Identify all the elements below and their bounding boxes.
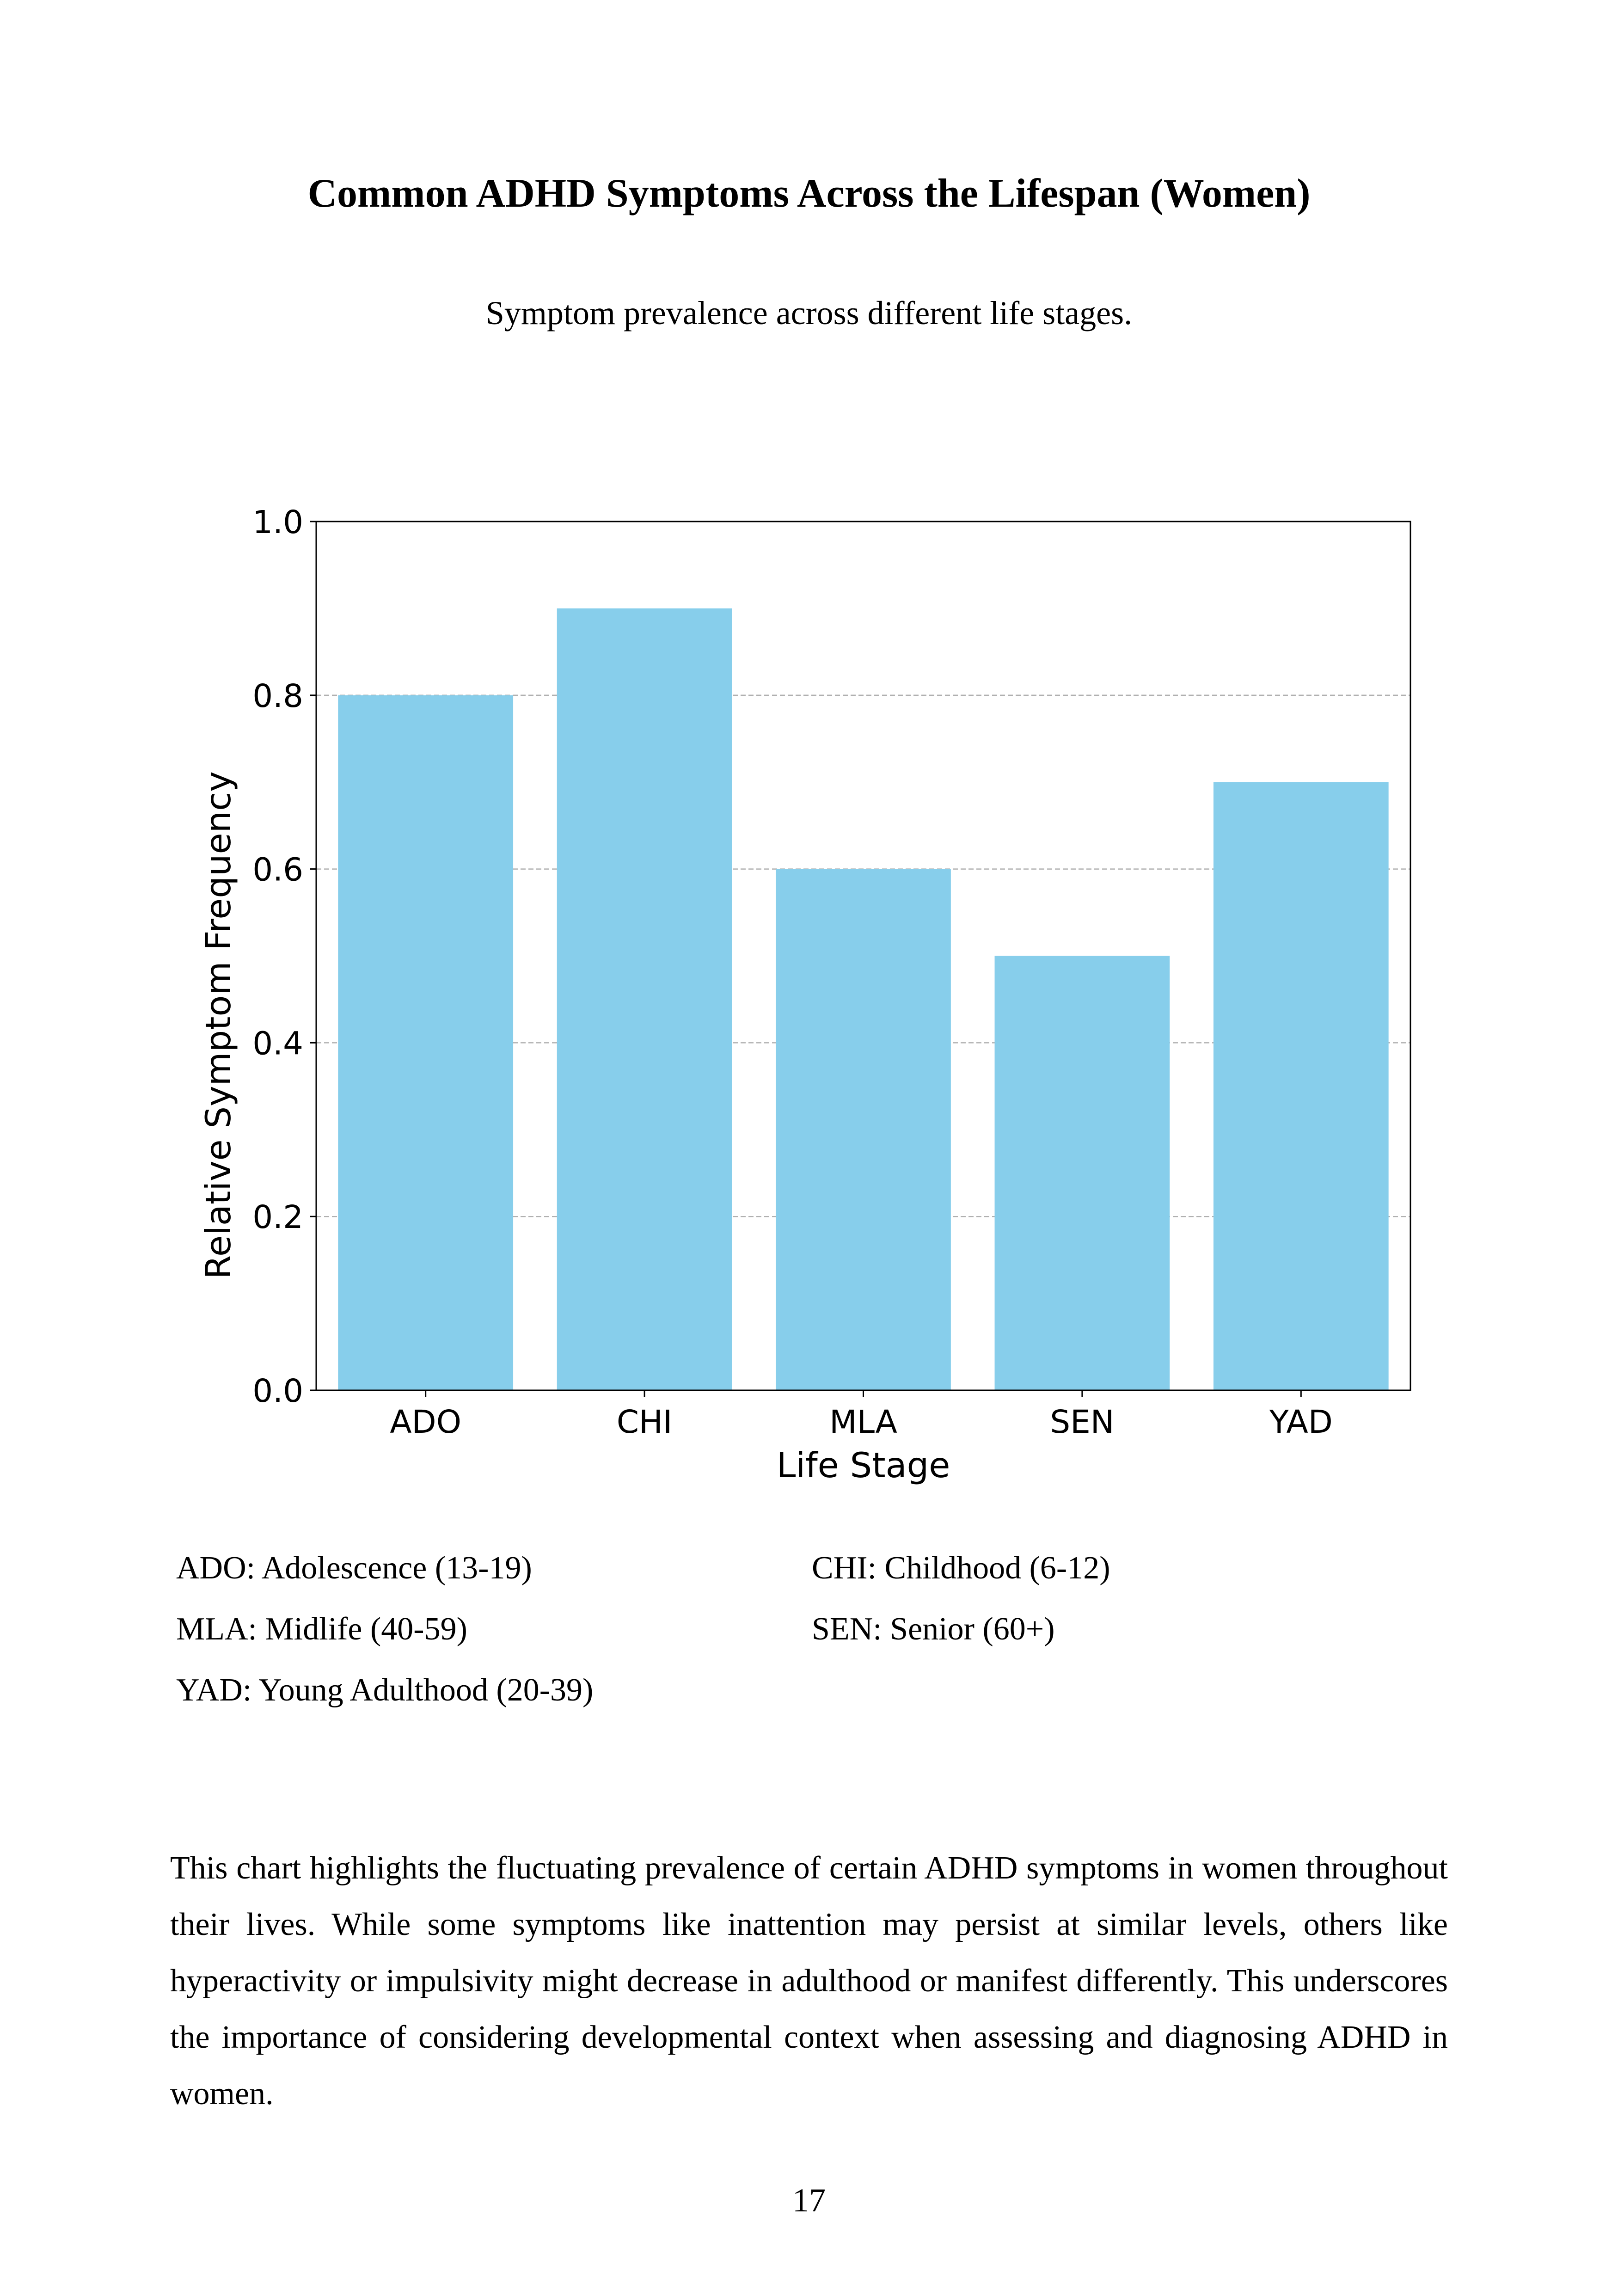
legend-item-sen: SEN: Senior (60+) xyxy=(812,1611,1055,1647)
page-subtitle: Symptom prevalence across different life… xyxy=(485,295,1133,332)
y-axis-ticks: 0.0 0.2 0.4 0.6 0.8 1.0 xyxy=(252,504,316,1410)
legend-item-chi: CHI: Childhood (6-12) xyxy=(812,1550,1110,1586)
y-tick-label: 1.0 xyxy=(252,504,303,541)
y-tick-label: 0.6 xyxy=(252,852,303,889)
body-paragraph: This chart highlights the fluctuating pr… xyxy=(170,1850,1448,2112)
bar-yad xyxy=(1213,782,1389,1390)
legend-item-mla: MLA: Midlife (40-59) xyxy=(176,1611,467,1647)
y-tick-label: 0.8 xyxy=(252,678,303,715)
bar-mla xyxy=(776,869,951,1390)
bar-chi xyxy=(557,608,732,1390)
x-tick-label-yad: YAD xyxy=(1269,1404,1333,1441)
legend-item-yad: YAD: Young Adulthood (20-39) xyxy=(176,1672,594,1708)
legend-item-ado: ADO: Adolescence (13-19) xyxy=(176,1550,532,1586)
page-title: Common ADHD Symptoms Across the Lifespan… xyxy=(307,171,1311,216)
x-axis-label: Life Stage xyxy=(777,1445,950,1486)
x-axis-ticks: ADO CHI MLA SEN YAD xyxy=(390,1390,1333,1441)
x-tick-label-ado: ADO xyxy=(390,1404,461,1441)
page-number: 17 xyxy=(792,2182,826,2219)
y-tick-label: 0.0 xyxy=(252,1373,303,1410)
x-tick-label-sen: SEN xyxy=(1050,1404,1114,1441)
bar-ado xyxy=(338,695,514,1390)
bars xyxy=(338,608,1389,1390)
x-tick-label-chi: CHI xyxy=(617,1404,672,1441)
y-tick-label: 0.2 xyxy=(252,1199,303,1236)
y-axis-label: Relative Symptom Frequency xyxy=(198,771,239,1279)
x-tick-label-mla: MLA xyxy=(829,1404,897,1441)
y-tick-label: 0.4 xyxy=(252,1025,303,1062)
bar-sen xyxy=(994,956,1170,1390)
